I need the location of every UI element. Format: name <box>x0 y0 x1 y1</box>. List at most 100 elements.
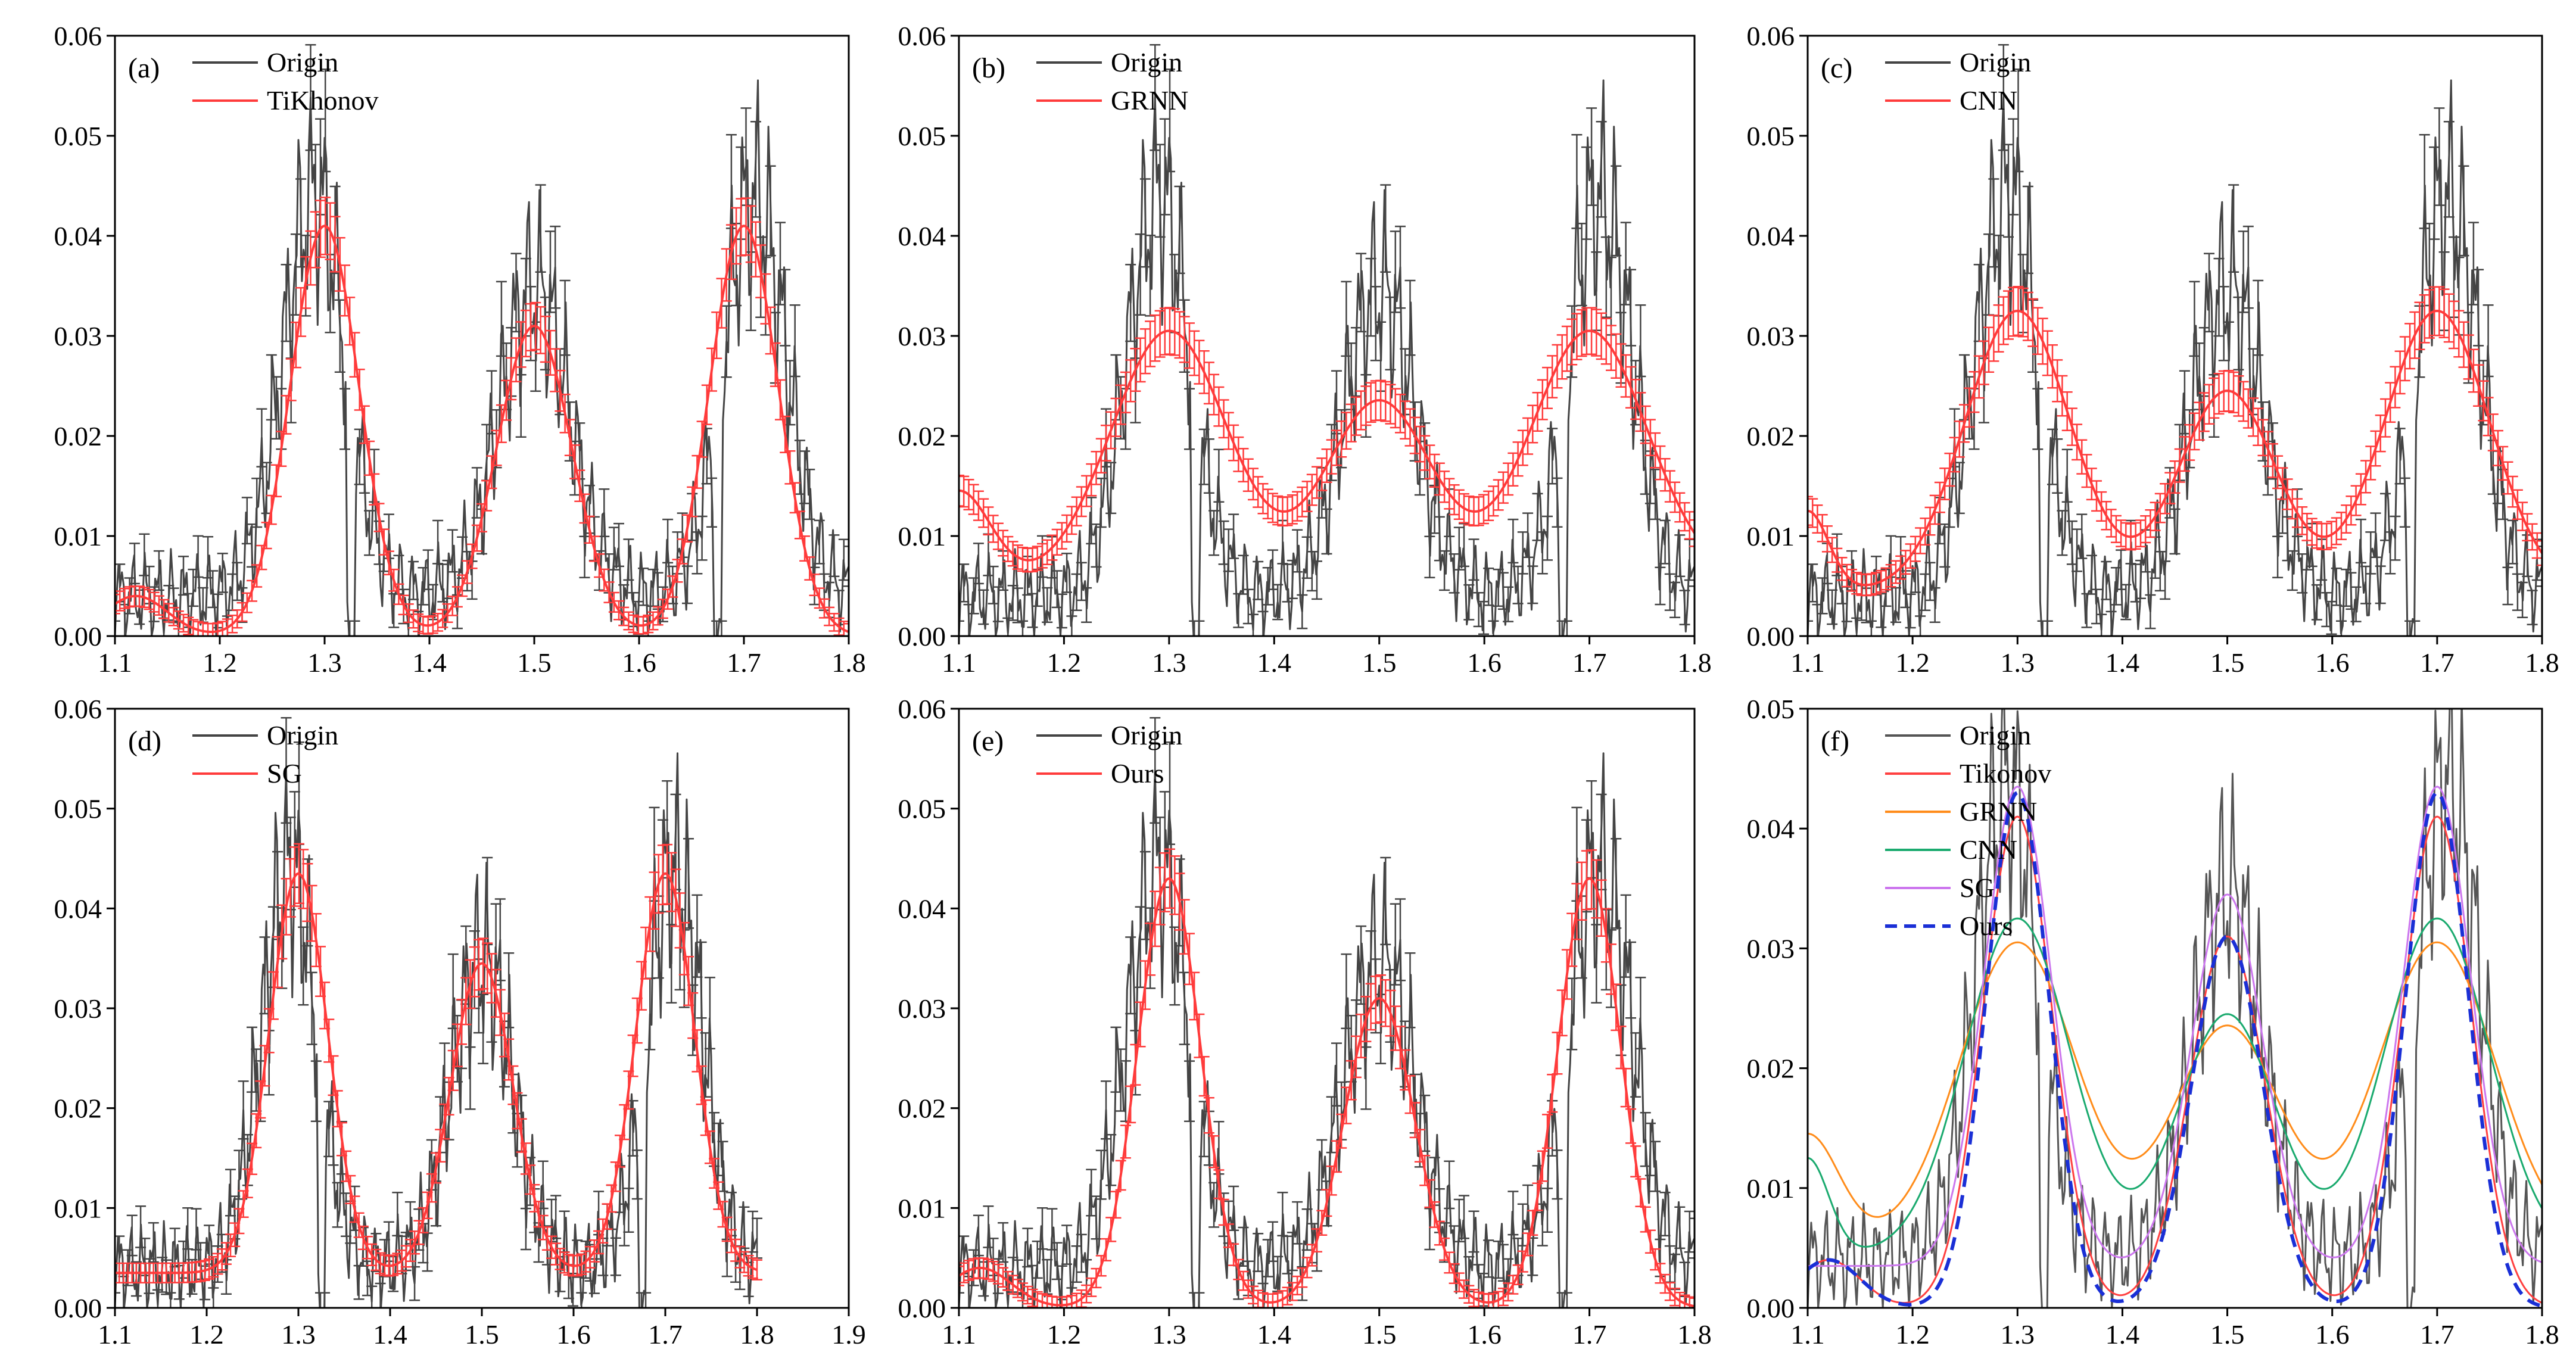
x-tick-label: 1.7 <box>648 1319 683 1350</box>
panel-label: (a) <box>128 52 160 84</box>
plot-area <box>115 43 849 636</box>
x-tick-label: 1.7 <box>1572 1319 1607 1350</box>
x-tick-label: 1.4 <box>373 1319 407 1350</box>
axes-frame <box>958 708 1696 1309</box>
x-tick-label: 1.2 <box>1895 647 1930 678</box>
legend-label-origin: Origin <box>1111 47 1182 77</box>
x-tick-label: 1.4 <box>2105 1319 2140 1350</box>
x-tick-label: 1.4 <box>1257 647 1292 678</box>
y-tick-label: 0.06 <box>54 21 102 51</box>
series-line-origin <box>1808 709 2542 1308</box>
y-tick-label: 0.06 <box>1747 21 1795 51</box>
y-tick-label: 0.03 <box>1747 933 1795 964</box>
y-tick-label: 0.03 <box>1747 321 1795 351</box>
x-tick-label: 1.8 <box>740 1319 774 1350</box>
x-tick-label: 1.1 <box>1790 647 1825 678</box>
panel-label: (e) <box>972 725 1004 757</box>
panel-label: (f) <box>1821 725 1849 757</box>
series-error-bars-sg <box>115 843 762 1283</box>
x-tick-label: 1.4 <box>412 647 447 678</box>
y-tick-label: 0.03 <box>54 993 102 1024</box>
series-line-cnn <box>1808 917 2542 1248</box>
y-tick-label: 0.03 <box>54 321 102 351</box>
legend-label-origin: Origin <box>1111 720 1182 750</box>
legend-label-grnn: GRNN <box>1960 796 2037 827</box>
x-tick-label: 1.5 <box>2210 1319 2245 1350</box>
x-tick-label: 1.5 <box>1362 647 1397 678</box>
x-tick-label: 1.1 <box>1790 1319 1825 1350</box>
x-tick-label: 1.7 <box>1572 647 1607 678</box>
x-tick-label: 1.6 <box>556 1319 591 1350</box>
x-tick-label: 1.2 <box>1047 1319 1082 1350</box>
y-tick-label: 0.00 <box>1747 621 1795 652</box>
series-line-tikhonov <box>1808 815 2542 1304</box>
x-tick-label: 1.1 <box>942 647 976 678</box>
y-tick-label: 0.00 <box>898 621 946 652</box>
y-tick-label: 0.02 <box>898 421 946 451</box>
series-error-bars-origin <box>1808 43 2542 636</box>
x-tick-label: 1.1 <box>942 1319 976 1350</box>
x-tick-label: 1.4 <box>2105 647 2140 678</box>
legend-label-origin: Origin <box>267 47 338 77</box>
legend-label-origin: Origin <box>267 720 338 750</box>
x-tick-label: 1.3 <box>2001 647 2035 678</box>
series-error-bars-ours <box>959 848 1695 1308</box>
x-tick-label: 1.6 <box>622 647 656 678</box>
plot-area <box>959 716 1695 1308</box>
plot-area <box>115 716 762 1308</box>
y-tick-label: 0.05 <box>898 121 946 151</box>
y-tick-label: 0.01 <box>898 1193 946 1223</box>
axes-frame <box>114 35 850 637</box>
y-tick-label: 0.02 <box>54 1093 102 1124</box>
x-tick-label: 1.5 <box>517 647 552 678</box>
legend-label-grnn: GRNN <box>1111 85 1188 116</box>
y-tick-label: 0.01 <box>1747 1173 1795 1204</box>
axes-frame <box>1806 35 2543 637</box>
chart-panel-e: 1.1 1.2 1.3 1.4 1.5 1.6 1.7 1.8 0.00 0.01 0.02 0.03… <box>898 694 1712 1350</box>
legend-label-cnn: CNN <box>1960 834 2017 865</box>
x-tick-label: 1.5 <box>2210 647 2245 678</box>
y-tick-label: 0.01 <box>898 521 946 551</box>
legend-label-tikhonov: Tikonov <box>1960 758 2051 789</box>
x-tick-label: 1.6 <box>2315 647 2350 678</box>
y-tick-label: 0.04 <box>54 893 102 924</box>
legend-label-sg: SG <box>267 758 302 789</box>
x-tick-label: 1.8 <box>1677 1319 1712 1350</box>
y-tick-label: 0.02 <box>1747 1054 1795 1084</box>
panel-label: (b) <box>972 52 1005 84</box>
x-tick-label: 1.3 <box>1152 1319 1186 1350</box>
x-tick-label: 1.3 <box>2001 1319 2035 1350</box>
x-tick-label: 1.2 <box>203 647 237 678</box>
y-tick-label: 0.05 <box>898 794 946 824</box>
y-tick-label: 0.06 <box>54 694 102 724</box>
chart-panel-f: 1.1 1.2 1.3 1.4 1.5 1.6 1.7 1.8 0.00 0.01 0.02 0.03… <box>1747 694 2559 1350</box>
y-tick-label: 0.04 <box>1747 221 1795 251</box>
y-tick-label: 0.04 <box>1747 814 1795 844</box>
x-tick-label: 1.3 <box>1152 647 1186 678</box>
y-tick-label: 0.04 <box>898 893 946 924</box>
series-error-bars-origin <box>959 43 1695 636</box>
x-tick-label: 1.2 <box>189 1319 224 1350</box>
plot-area <box>1808 43 2542 636</box>
y-tick-label: 0.02 <box>54 421 102 451</box>
x-tick-label: 1.2 <box>1047 647 1082 678</box>
chart-panel-c: 1.1 1.2 1.3 1.4 1.5 1.6 1.7 1.8 0.00 0.01 0.02 0.03… <box>1747 21 2559 678</box>
y-tick-label: 0.01 <box>54 521 102 551</box>
x-tick-label: 1.8 <box>2525 647 2559 678</box>
panel-label: (d) <box>128 725 161 757</box>
legend-label-tikhonov: TiKhonov <box>267 85 378 116</box>
y-tick-label: 0.05 <box>54 794 102 824</box>
plot-area <box>959 43 1695 636</box>
x-tick-label: 1.5 <box>1362 1319 1397 1350</box>
y-tick-label: 0.01 <box>1747 521 1795 551</box>
x-tick-label: 1.6 <box>1467 1319 1502 1350</box>
plot-area <box>1808 709 2542 1308</box>
x-tick-label: 1.7 <box>727 647 761 678</box>
axes-frame <box>114 708 850 1309</box>
y-tick-label: 0.01 <box>54 1193 102 1223</box>
y-tick-label: 0.05 <box>1747 121 1795 151</box>
series-error-bars-grnn <box>959 307 1695 573</box>
y-tick-label: 0.06 <box>898 21 946 51</box>
series-error-bars-cnn <box>1808 286 2542 597</box>
series-error-bars-tikhonov <box>115 197 849 636</box>
